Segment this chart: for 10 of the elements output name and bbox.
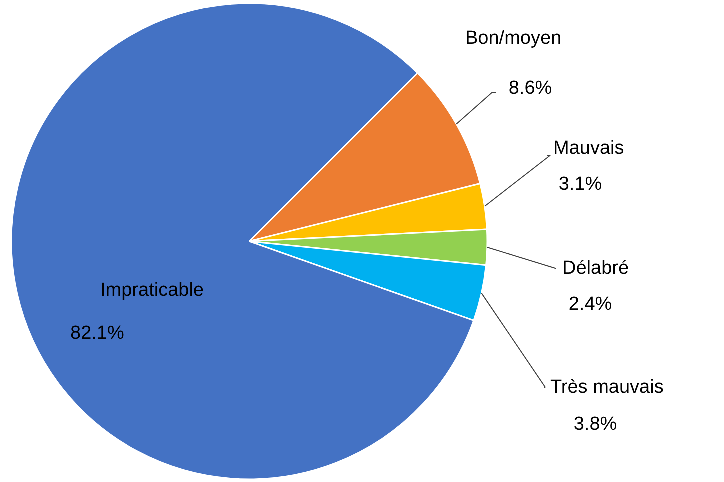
slice-label: Bon/moyen <box>466 28 562 49</box>
data-label: 2.4% <box>568 294 612 315</box>
slice-label: Très mauvais <box>550 377 664 398</box>
data-label: 3.8% <box>574 414 618 435</box>
slice-label: Délabré <box>562 258 630 279</box>
data-label: 3.1% <box>558 174 602 195</box>
data-label: 82.1% <box>70 323 124 344</box>
slice-label: Impraticable <box>100 280 204 301</box>
slice-label: Mauvais <box>554 138 624 159</box>
data-label: 8.6% <box>508 78 552 99</box>
